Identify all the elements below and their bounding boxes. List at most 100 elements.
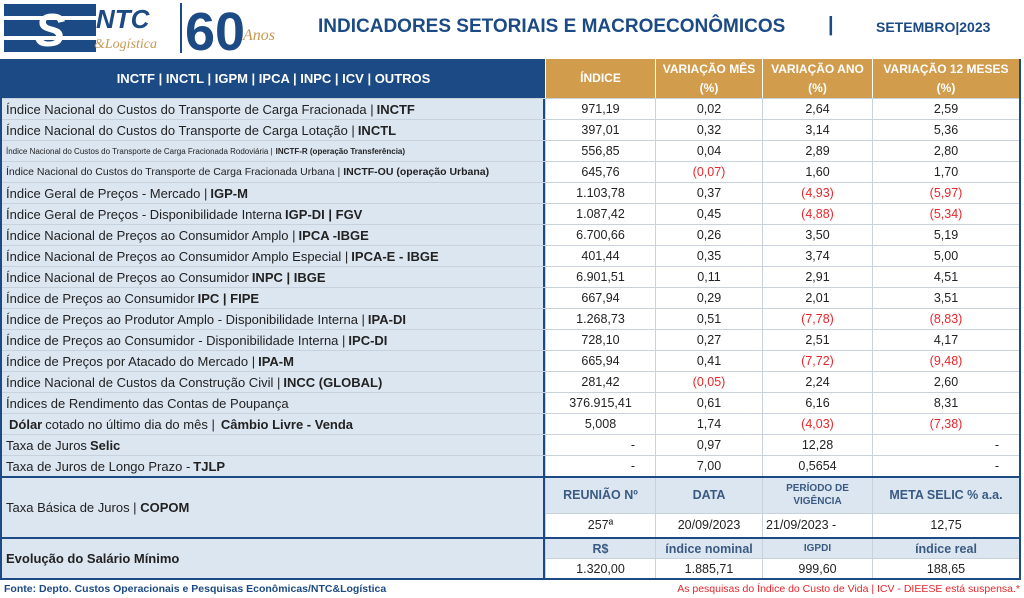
value-var-mes: 0,26 — [655, 225, 762, 245]
value-indice: 667,94 — [545, 288, 655, 308]
salario-igpdi: 999,60 — [762, 558, 872, 578]
value-indice: 1.103,78 — [545, 183, 655, 203]
row-label-bold: IPA-M — [258, 353, 294, 369]
row-label: Índice de Preços ao Consumidor IPC | FIPE — [2, 288, 545, 308]
row-label-text: Índice Nacional do Custos do Transporte … — [6, 101, 374, 117]
row-label-text: cotado no último dia do mês | — [45, 416, 215, 432]
row-label: Índice Nacional de Preços ao Consumidor I… — [2, 267, 545, 287]
salario-header-nominal: índice nominal — [655, 539, 762, 559]
copom-header-reuniao: REUNIÃO Nº — [545, 478, 655, 513]
row-label: Taxa de Juros de Longo Prazo - TJLP — [2, 456, 545, 476]
row-label-bold: INCTF-R (operação Transferência) — [275, 146, 406, 156]
row-label-bold: INCTL — [357, 122, 397, 138]
value-var-ano: 2,01 — [762, 288, 872, 308]
value-indice: 5,008 — [545, 414, 655, 434]
value-var-mes: 0,27 — [655, 330, 762, 350]
row-label-bold: Câmbio Livre - Venda — [220, 416, 354, 432]
svg-text:S: S — [35, 4, 66, 54]
row-label-text: Índice Nacional do Custos do Transporte … — [6, 146, 273, 156]
row-label-bold: IPC | FIPE — [197, 290, 260, 306]
table-row: Taxa de Juros Selic -0,97 12,28- — [2, 434, 1019, 455]
value-var-mes: 0,02 — [655, 99, 762, 119]
value-var-12m: (5,34) — [872, 204, 1019, 224]
value-var-ano: 2,51 — [762, 330, 872, 350]
value-indice: 665,94 — [545, 351, 655, 371]
row-label: Índice de Preços ao Produtor Amplo - Dis… — [2, 309, 545, 329]
row-label-text: Taxa de Juros — [6, 437, 87, 453]
copom-header-periodo: PERÍODO DE VIGÊNCIA — [762, 478, 872, 513]
ntc-logo: S NTC &Logística — [4, 4, 157, 54]
period-label: SETEMBRO|2023 — [876, 19, 991, 35]
indicators-table: INCTF | INCTL | IGPM | IPCA | INPC | ICV… — [0, 59, 1021, 580]
row-label: Dólar cotado no último dia do mês | Câmbio… — [2, 414, 545, 434]
value-var-ano: 2,64 — [762, 99, 872, 119]
copom-reuniao: 257ª — [545, 512, 655, 537]
row-label-text: Índice de Preços por Atacado do Mercado … — [6, 353, 256, 369]
source-note: Fonte: Depto. Custos Operacionais e Pesq… — [4, 583, 387, 595]
table-row: Índice Nacional do Custos do Transporte … — [2, 140, 1019, 161]
value-var-12m: 5,00 — [872, 246, 1019, 266]
value-indice: 6.700,66 — [545, 225, 655, 245]
table-row: Índice de Preços por Atacado do Mercado … — [2, 350, 1019, 371]
row-label-text: Índice Nacional de Preços ao Consumidor … — [6, 227, 296, 243]
value-var-12m: 2,60 — [872, 372, 1019, 392]
row-label-text: Índice de Preços ao Consumidor - Disponi… — [6, 332, 346, 348]
row-label-text: Índice Geral de Preços - Mercado | — [6, 185, 208, 201]
value-var-12m: 5,19 — [872, 225, 1019, 245]
copom-meta: 12,75 — [872, 512, 1019, 537]
value-var-ano: 2,89 — [762, 141, 872, 161]
row-label: Índice de Preços ao Consumidor - Disponi… — [2, 330, 545, 350]
row-label-text: Índice de Preços ao Consumidor — [6, 290, 195, 306]
row-label-text: Taxa de Juros de Longo Prazo - — [6, 458, 191, 474]
copom-header-meta: META SELIC % a.a. — [872, 478, 1019, 513]
table-row: Índice Nacional de Preços ao Consumidor … — [2, 245, 1019, 266]
row-label: Índice Geral de Preços - Disponibilidade… — [2, 204, 545, 224]
salario-header-real: índice real — [872, 539, 1019, 559]
col-variacao-mes: VARIAÇÃO MÊS (%) — [655, 59, 762, 98]
table-row: Índice Nacional de Custos da Construção … — [2, 371, 1019, 392]
table-row: Índice Nacional de Preços ao Consumidor I… — [2, 266, 1019, 287]
value-var-mes: 1,74 — [655, 414, 762, 434]
row-label-text: Índice de Preços ao Produtor Amplo - Dis… — [6, 311, 365, 327]
copom-label-text: Taxa Básica de Juros | — [6, 500, 137, 515]
60-anos-logo: 60 Anos — [185, 2, 275, 56]
value-var-mes: 0,37 — [655, 183, 762, 203]
copom-block: Taxa Básica de Juros | COPOM REUNIÃO Nº … — [2, 476, 1019, 537]
copom-data: 20/09/2023 — [655, 512, 762, 537]
icv-suspended-note: As pesquisas do Índice do Custo de Vida … — [677, 583, 1020, 595]
value-var-mes: (0,05) — [655, 372, 762, 392]
value-var-ano: 1,60 — [762, 162, 872, 182]
value-var-mes: 0,61 — [655, 393, 762, 413]
value-var-mes: (0,07) — [655, 162, 762, 182]
value-var-12m: (9,48) — [872, 351, 1019, 371]
table-row: Índice de Preços ao Consumidor IPC | FIPE… — [2, 287, 1019, 308]
row-label-bold: Dólar — [9, 416, 43, 432]
value-var-ano: 2,91 — [762, 267, 872, 287]
row-label-bold: INCC (GLOBAL) — [283, 374, 383, 390]
value-indice: - — [545, 435, 655, 455]
value-indice: 376.915,41 — [545, 393, 655, 413]
value-indice: 971,19 — [545, 99, 655, 119]
copom-label-bold: COPOM — [140, 500, 190, 515]
table-body: Índice Nacional do Custos do Transporte … — [2, 98, 1019, 476]
value-var-mes: 0,29 — [655, 288, 762, 308]
value-var-mes: 0,11 — [655, 267, 762, 287]
row-label: Índice Nacional de Preços ao Consumidor … — [2, 225, 545, 245]
value-var-ano: (7,78) — [762, 309, 872, 329]
value-var-ano: 12,28 — [762, 435, 872, 455]
value-indice: 645,76 — [545, 162, 655, 182]
salario-header-rs: R$ — [545, 539, 655, 559]
row-label: Índice Geral de Preços - Mercado | IGP-M — [2, 183, 545, 203]
row-label-bold: Selic — [89, 437, 121, 453]
row-label: Índice Nacional do Custos do Transporte … — [2, 141, 545, 161]
value-var-ano: (7,72) — [762, 351, 872, 371]
value-var-mes: 0,32 — [655, 120, 762, 140]
table-row: Índice Geral de Preços - Mercado | IGP-M 1… — [2, 182, 1019, 203]
salario-header-igpdi: IGPDI — [762, 539, 872, 559]
svg-text:&Logística: &Logística — [94, 37, 157, 52]
copom-label: Taxa Básica de Juros | COPOM — [2, 478, 545, 537]
salario-label-text: Evolução do Salário Mínimo — [6, 551, 180, 566]
value-var-ano: 0,5654 — [762, 456, 872, 476]
index-nav[interactable]: INCTF | INCTL | IGPM | IPCA | INPC | ICV… — [2, 59, 545, 98]
value-var-12m: (7,38) — [872, 414, 1019, 434]
